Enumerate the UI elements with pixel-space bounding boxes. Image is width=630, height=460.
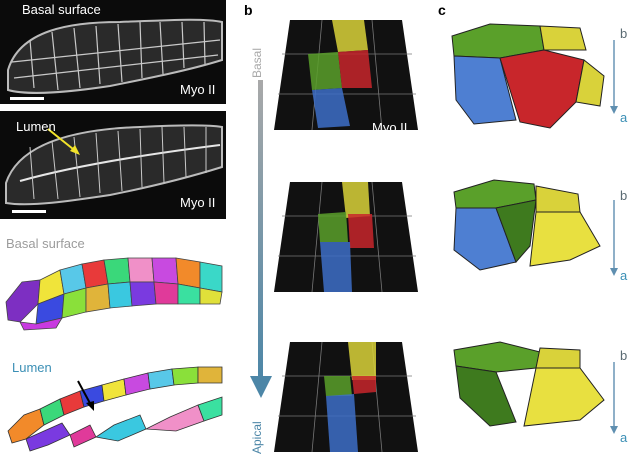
basal-slice-image <box>274 19 418 131</box>
c-axis-a-2: a <box>620 268 628 283</box>
myo-ii-label-top: Myo II <box>180 82 216 97</box>
myo-ii-label-mid: Myo II <box>180 195 216 210</box>
lumen-cells <box>5 124 223 206</box>
scale-bar-top <box>10 97 44 100</box>
panel-c-letter: c <box>438 2 446 18</box>
cells-3d-model-middle <box>453 179 601 271</box>
basal-surface-cells <box>7 18 223 94</box>
apical-slice-image <box>274 341 418 453</box>
lumen-segmentation-map <box>7 366 223 452</box>
c-axis-arrows <box>610 40 618 434</box>
myo-ii-label-b: Myo II <box>372 120 408 135</box>
basal-apical-axis-arrow <box>250 80 272 398</box>
basal-surface-title: Basal surface <box>22 2 101 17</box>
lumen-micrograph: Lumen Myo II <box>0 111 226 219</box>
c-axis-b-2: b <box>620 188 628 203</box>
c-axis-b-3: b <box>620 348 628 363</box>
basal-surface-micrograph: Basal surface Myo II <box>0 0 226 104</box>
axis-basal-label: Basal <box>250 47 264 78</box>
seg-basal-surface-label: Basal surface <box>6 236 85 251</box>
axis-apical-label: Apical <box>250 421 264 454</box>
c-axis-a-1: a <box>620 110 628 125</box>
c-axis-a-3: a <box>620 430 628 445</box>
middle-slice-image <box>274 181 418 293</box>
c-axis-b-1: b <box>620 26 628 41</box>
basal-segmentation-map <box>5 257 223 331</box>
cells-3d-model-top <box>451 23 605 129</box>
cells-3d-model-bottom <box>453 341 605 427</box>
lumen-title: Lumen <box>16 119 56 134</box>
scale-bar-mid <box>12 210 46 213</box>
panel-b-letter: b <box>244 2 253 18</box>
seg-lumen-label: Lumen <box>12 360 52 375</box>
